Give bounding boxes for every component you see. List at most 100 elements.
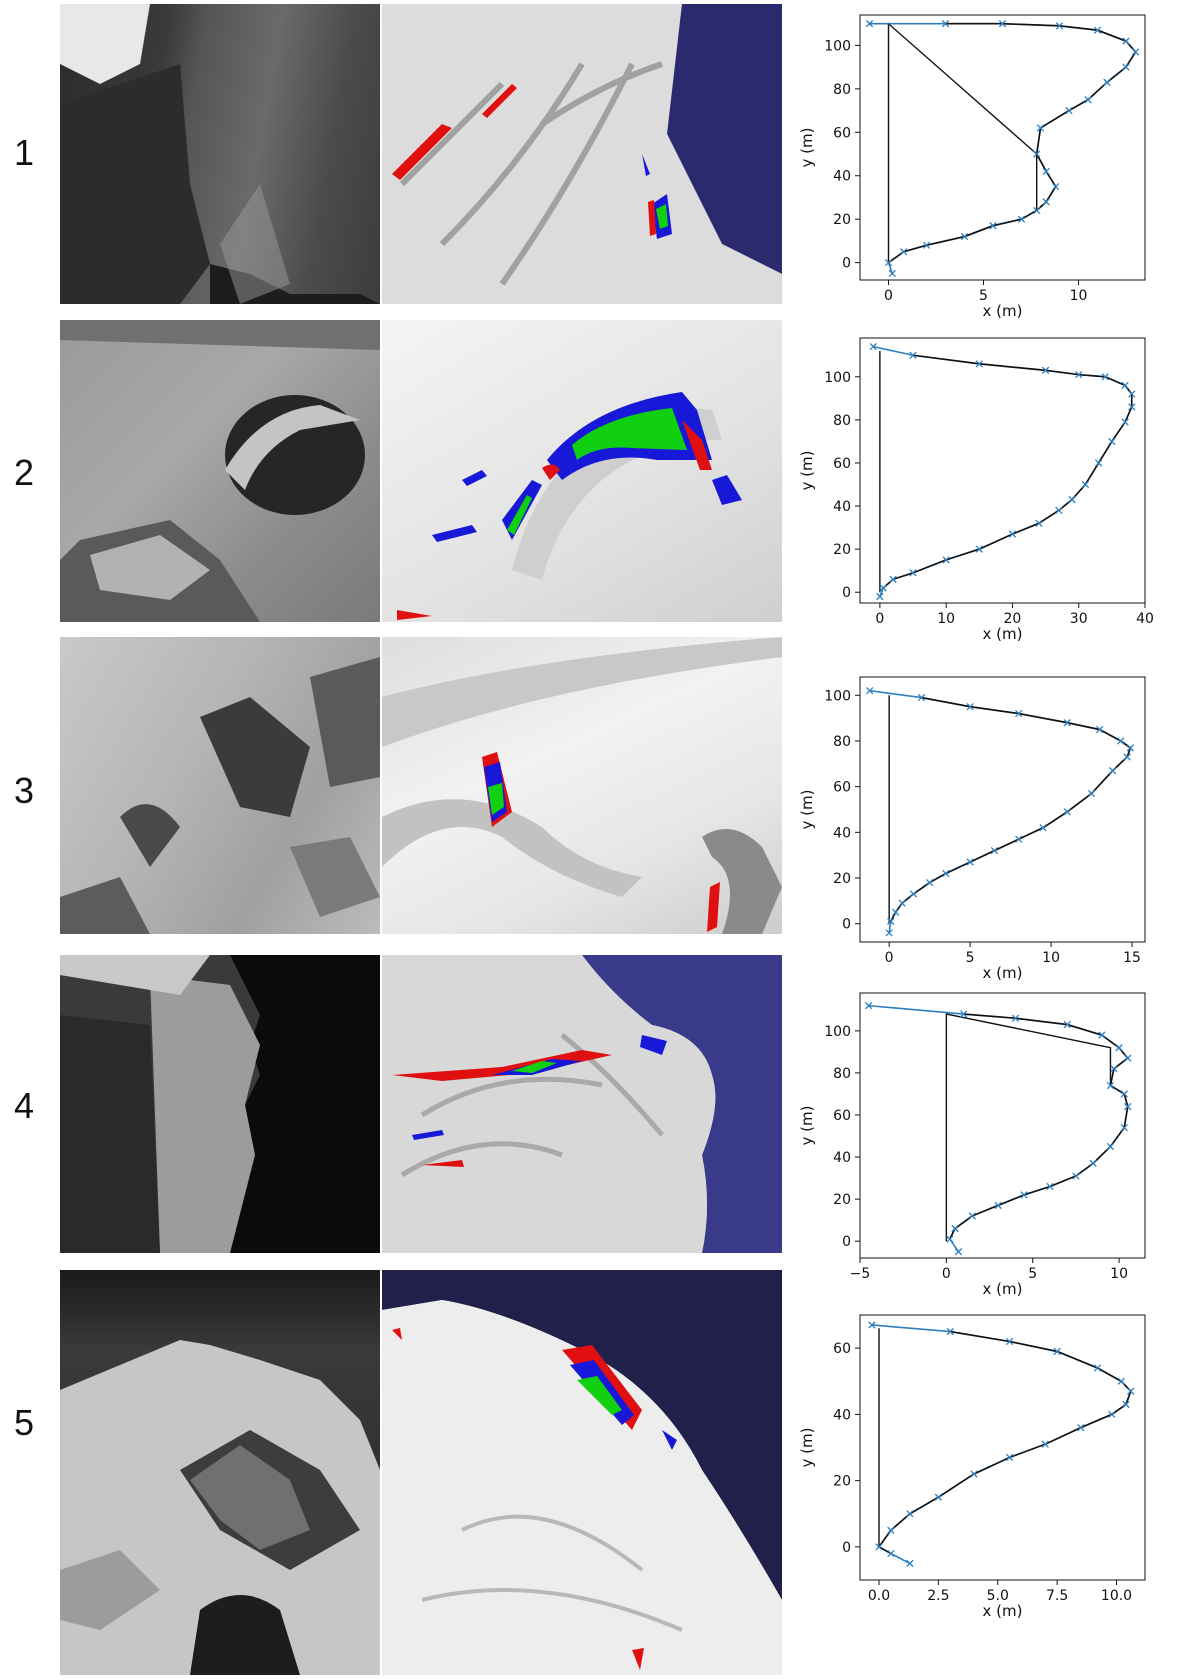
row-3-camera-image xyxy=(60,637,380,934)
data-point xyxy=(1063,808,1071,816)
y-tick-label: 20 xyxy=(833,542,851,558)
y-tick-label: 0 xyxy=(842,1234,851,1250)
x-axis-label: x (m) xyxy=(983,1602,1023,1620)
data-point xyxy=(891,908,900,916)
y-tick-label: 40 xyxy=(833,169,851,185)
row-5-shape-model xyxy=(382,1270,782,1675)
data-point xyxy=(1120,1090,1128,1098)
y-tick-label: 0 xyxy=(842,585,851,601)
data-point xyxy=(884,258,893,267)
data-point xyxy=(1075,370,1083,379)
y-axis-label: y (m) xyxy=(798,128,816,168)
data-point xyxy=(1020,1191,1028,1199)
row-2-photo-shapes xyxy=(60,320,380,622)
data-point xyxy=(1122,1400,1130,1409)
data-point xyxy=(1046,1182,1054,1191)
y-tick-label: 100 xyxy=(824,1024,851,1040)
data-point xyxy=(900,248,908,256)
data-point xyxy=(1084,96,1092,104)
y-tick-label: 20 xyxy=(833,212,851,228)
row-2-shape-model xyxy=(382,320,782,622)
x-tick-label: −5 xyxy=(850,1266,871,1282)
x-tick-label: 0 xyxy=(884,288,893,304)
plot-frame xyxy=(859,14,1146,281)
chart-3-svg: 0 5 10 15 0 20 40 60 80 100 x (m) y (m) xyxy=(798,676,1146,982)
x-tick-label: 40 xyxy=(1136,611,1154,627)
row-label-1: 1 xyxy=(13,132,35,173)
data-point xyxy=(1063,719,1071,727)
data-point xyxy=(887,1549,895,1558)
row-3-shape-model xyxy=(382,637,782,934)
data-point xyxy=(889,575,897,583)
data-point xyxy=(1127,1387,1135,1395)
x-axis-label: x (m) xyxy=(983,302,1023,320)
data-point xyxy=(1120,1123,1128,1132)
plot-frame xyxy=(859,676,1146,943)
data-point xyxy=(1042,167,1050,176)
data-point xyxy=(1106,1142,1115,1151)
data-point xyxy=(1036,124,1045,132)
y-tick-label: 40 xyxy=(833,1150,851,1166)
row-4-profile-chart: −5 0 5 10 0 20 40 60 80 100 x (m) y (m) xyxy=(790,978,1170,1308)
data-point xyxy=(898,899,906,907)
data-point xyxy=(1123,753,1131,761)
plot-frame xyxy=(859,337,1146,604)
baseline-line xyxy=(887,22,1038,263)
row-label-2: 2 xyxy=(13,452,35,493)
data-point xyxy=(1089,1159,1097,1168)
data-point xyxy=(869,342,877,351)
y-tick-label: 80 xyxy=(833,82,851,98)
y-tick-label: 20 xyxy=(833,871,851,887)
baseline-line xyxy=(945,1013,1112,1242)
data-point xyxy=(1131,48,1140,56)
x-axis-label: x (m) xyxy=(983,1280,1023,1298)
row-2-model-shapes xyxy=(397,392,742,620)
x-tick-label: 10 xyxy=(1042,950,1060,966)
data-point xyxy=(906,1559,914,1568)
data-point xyxy=(1106,1081,1115,1090)
row-4-shape-model xyxy=(382,955,782,1253)
data-point xyxy=(966,703,974,711)
data-point xyxy=(1108,1410,1116,1419)
data-point xyxy=(922,241,931,249)
profile-line xyxy=(949,1013,1129,1240)
data-point xyxy=(989,222,997,230)
data-point xyxy=(1126,744,1135,752)
row-3-photo-shapes xyxy=(60,657,380,934)
data-point xyxy=(998,20,1007,28)
profile-line xyxy=(890,696,1132,922)
data-point xyxy=(946,1235,954,1243)
y-tick-label: 100 xyxy=(824,370,851,386)
data-point xyxy=(1041,366,1050,374)
data-point xyxy=(1015,709,1023,718)
data-point xyxy=(1055,506,1063,515)
data-point xyxy=(868,1321,876,1329)
y-tick-label: 80 xyxy=(833,734,851,750)
y-tick-label: 40 xyxy=(833,1407,851,1423)
data-point xyxy=(934,1493,943,1501)
y-tick-label: 80 xyxy=(833,413,851,429)
y-tick-label: 80 xyxy=(833,1066,851,1082)
row-1-photo-shapes xyxy=(60,4,380,304)
data-point xyxy=(1121,418,1129,426)
data-point xyxy=(1005,1453,1014,1462)
data-point xyxy=(909,351,917,359)
x-tick-label: 10.0 xyxy=(1101,1588,1132,1604)
y-tick-label: 40 xyxy=(833,499,851,515)
row-1-model-shapes xyxy=(382,4,782,304)
data-point xyxy=(1093,1364,1102,1372)
data-point xyxy=(946,1327,954,1336)
y-tick-label: 100 xyxy=(824,38,851,54)
y-axis-label: y (m) xyxy=(798,1106,816,1146)
data-point xyxy=(1015,835,1023,843)
data-point xyxy=(1063,1020,1071,1029)
data-point xyxy=(1008,530,1017,538)
row-3-profile-chart: 0 5 10 15 0 20 40 60 80 100 x (m) y (m) xyxy=(790,662,1170,992)
x-tick-label: 0 xyxy=(942,1266,951,1282)
x-axis-label: x (m) xyxy=(983,964,1023,982)
chart-2-svg: 0 10 20 30 40 0 20 40 60 80 100 x (m) y (m) xyxy=(798,337,1154,643)
data-point xyxy=(990,846,999,855)
x-tick-label: 2.5 xyxy=(927,1588,949,1604)
x-tick-label: 10 xyxy=(937,611,955,627)
